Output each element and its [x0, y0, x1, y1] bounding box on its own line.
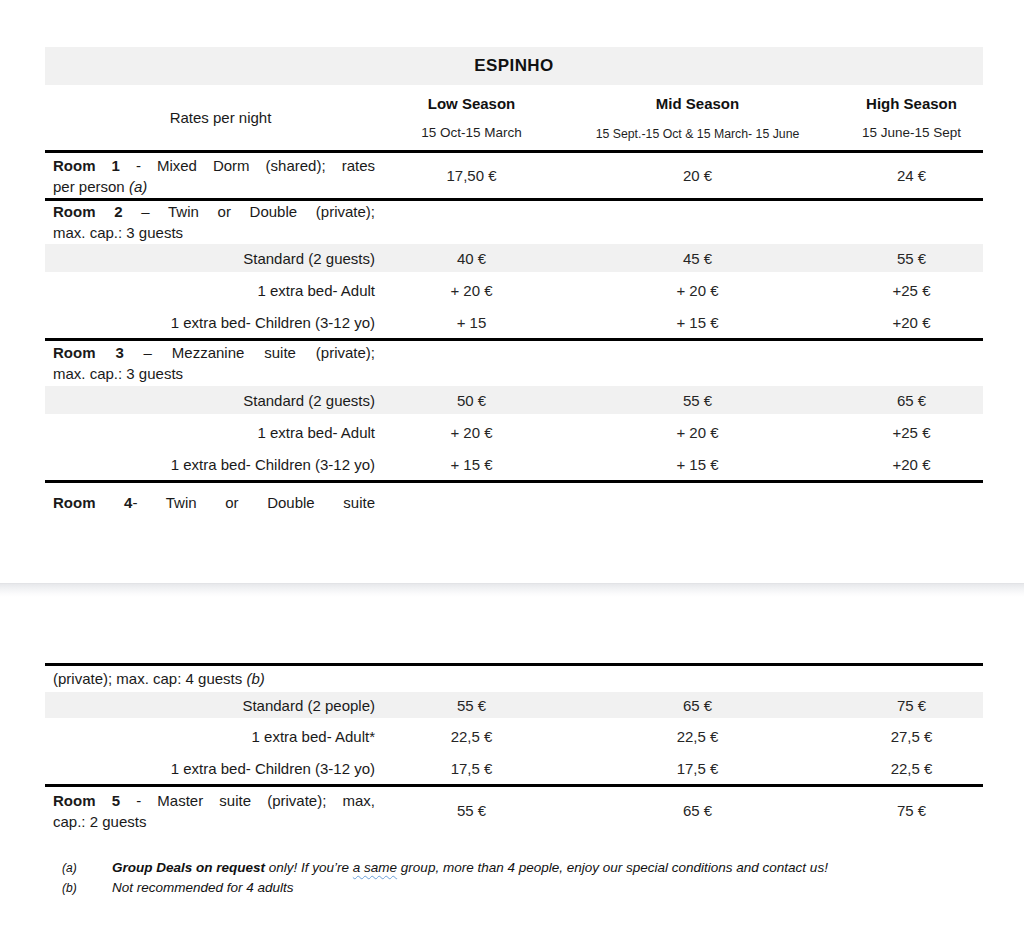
row-room3-standard: Standard (2 guests) 50 € 55 € 65 €	[45, 384, 983, 416]
table-title: ESPINHO	[45, 47, 983, 85]
room2-children-high: +20 €	[840, 314, 983, 331]
room2-label-line1: Room 2 – Twin or Double (private);	[53, 201, 375, 222]
room2-standard-high: 55 €	[840, 250, 983, 267]
room3-adult-low: + 20 €	[388, 424, 555, 441]
room1-label-line2: per person (a)	[53, 176, 375, 197]
rates-table-page2: (private); max. cap: 4 guests (b) Standa…	[45, 663, 983, 834]
low-season-dates: 15 Oct-15 March	[388, 125, 555, 140]
room1-label: Room 1 - Mixed Dorm (shared); rates per …	[45, 155, 388, 197]
footnote-a-marker: (a)	[45, 858, 112, 878]
room4-standard-low: 55 €	[388, 697, 555, 714]
footnote-b: (b) Not recommended for 4 adults	[45, 878, 1000, 898]
rates-table-page1: ESPINHO Rates per night Low Season 15 Oc…	[45, 47, 983, 522]
row-room2-extra-adult: 1 extra bed- Adult + 20 € + 20 € +25 €	[45, 274, 983, 306]
room3-label-line2: max. cap.: 3 guests	[53, 363, 375, 384]
season-header-low: Low Season 15 Oct-15 March	[388, 85, 555, 140]
room2-adult-low: + 20 €	[388, 282, 555, 299]
row-room2-standard: Standard (2 guests) 40 € 45 € 55 €	[45, 242, 983, 274]
room3-children-label: 1 extra bed- Children (3-12 yo)	[45, 456, 388, 473]
room4-adult-mid: 22,5 €	[555, 728, 840, 745]
table-header-row: Rates per night Low Season 15 Oct-15 Mar…	[45, 85, 983, 150]
room3-standard-low: 50 €	[388, 392, 555, 409]
room5-label: Room 5 - Master suite (private); max, ca…	[45, 790, 388, 832]
room4-standard-label: Standard (2 people)	[45, 697, 388, 714]
room3-adult-mid: + 20 €	[555, 424, 840, 441]
room3-label-line1: Room 3 – Mezzanine suite (private);	[53, 342, 375, 363]
row-room1: Room 1 - Mixed Dorm (shared); rates per …	[45, 150, 983, 198]
row-room4-extra-adult: 1 extra bed- Adult* 22,5 € 22,5 € 27,5 €	[45, 720, 983, 752]
room4-standard-high: 75 €	[840, 697, 983, 714]
room2-adult-mid: + 20 €	[555, 282, 840, 299]
room3-standard-high: 65 €	[840, 392, 983, 409]
spellcheck-squiggle: a same	[353, 860, 397, 875]
row-room4-extra-children: 1 extra bed- Children (3-12 yo) 17,5 € 1…	[45, 752, 983, 784]
room3-children-mid: + 15 €	[555, 456, 840, 473]
room2-standard-low: 40 €	[388, 250, 555, 267]
room1-label-line1: Room 1 - Mixed Dorm (shared); rates	[53, 155, 375, 176]
footnote-a-text: Group Deals on request only! If you’re a…	[112, 858, 828, 878]
room2-adult-high: +25 €	[840, 282, 983, 299]
room5-high-value: 75 €	[840, 802, 983, 819]
footnote-a: (a) Group Deals on request only! If you’…	[45, 858, 1000, 878]
room2-standard-label: Standard (2 guests)	[45, 250, 388, 267]
mid-season-dates: 15 Sept.-15 Oct & 15 March- 15 June	[555, 127, 840, 141]
room4-label: Room 4- Twin or Double suite	[45, 492, 388, 513]
page-break-band	[0, 583, 1024, 597]
room1-mid-value: 20 €	[555, 167, 840, 184]
room3-label: Room 3 – Mezzanine suite (private); max.…	[45, 342, 388, 384]
room4-children-mid: 17,5 €	[555, 760, 840, 777]
row-room3-header: Room 3 – Mezzanine suite (private); max.…	[45, 338, 983, 384]
high-season-name: High Season	[840, 94, 983, 114]
row-room4-continuation: (private); max. cap: 4 guests (b)	[45, 663, 983, 690]
room3-children-low: + 15 €	[388, 456, 555, 473]
room5-low-value: 55 €	[388, 802, 555, 819]
room4-adult-low: 22,5 €	[388, 728, 555, 745]
row-room3-extra-adult: 1 extra bed- Adult + 20 € + 20 € +25 €	[45, 416, 983, 448]
row-room2-header: Room 2 – Twin or Double (private); max. …	[45, 198, 983, 242]
room4-children-high: 22,5 €	[840, 760, 983, 777]
row-room2-extra-children: 1 extra bed- Children (3-12 yo) + 15 + 1…	[45, 306, 983, 338]
row-room3-extra-children: 1 extra bed- Children (3-12 yo) + 15 € +…	[45, 448, 983, 480]
room5-label-line2: cap.: 2 guests	[53, 811, 375, 832]
room4-continuation-label: (private); max. cap: 4 guests (b)	[45, 668, 388, 689]
room4-adult-label: 1 extra bed- Adult*	[45, 728, 388, 745]
rates-per-night-label: Rates per night	[45, 107, 388, 128]
room4-adult-high: 27,5 €	[840, 728, 983, 745]
room2-standard-mid: 45 €	[555, 250, 840, 267]
footnotes: (a) Group Deals on request only! If you’…	[45, 858, 1000, 898]
row-room5: Room 5 - Master suite (private); max, ca…	[45, 784, 983, 834]
season-header-high: High Season 15 June-15 Sept	[840, 85, 983, 140]
room4-children-label: 1 extra bed- Children (3-12 yo)	[45, 760, 388, 777]
room4-children-low: 17,5 €	[388, 760, 555, 777]
row-room4-standard: Standard (2 people) 55 € 65 € 75 €	[45, 690, 983, 720]
room3-adult-label: 1 extra bed- Adult	[45, 424, 388, 441]
room2-children-label: 1 extra bed- Children (3-12 yo)	[45, 314, 388, 331]
room4-label-line1: Room 4- Twin or Double suite	[53, 492, 375, 513]
room3-children-high: +20 €	[840, 456, 983, 473]
footnote-b-text: Not recommended for 4 adults	[112, 878, 294, 898]
room2-label: Room 2 – Twin or Double (private); max. …	[45, 201, 388, 243]
footnote-b-marker: (b)	[45, 878, 112, 898]
room3-standard-mid: 55 €	[555, 392, 840, 409]
mid-season-name: Mid Season	[555, 94, 840, 114]
high-season-dates: 15 June-15 Sept	[840, 125, 983, 140]
low-season-name: Low Season	[388, 94, 555, 114]
row-room4-header: Room 4- Twin or Double suite	[45, 480, 983, 522]
room2-children-mid: + 15 €	[555, 314, 840, 331]
room1-high-value: 24 €	[840, 167, 983, 184]
season-header-mid: Mid Season 15 Sept.-15 Oct & 15 March- 1…	[555, 85, 840, 141]
room4-standard-mid: 65 €	[555, 697, 840, 714]
room1-low-value: 17,50 €	[388, 167, 555, 184]
room5-label-line1: Room 5 - Master suite (private); max,	[53, 790, 375, 811]
room3-adult-high: +25 €	[840, 424, 983, 441]
room2-label-line2: max. cap.: 3 guests	[53, 222, 375, 243]
room2-children-low: + 15	[388, 314, 555, 331]
room3-standard-label: Standard (2 guests)	[45, 392, 388, 409]
room2-adult-label: 1 extra bed- Adult	[45, 282, 388, 299]
room5-mid-value: 65 €	[555, 802, 840, 819]
room4-continuation-line: (private); max. cap: 4 guests (b)	[53, 668, 375, 689]
